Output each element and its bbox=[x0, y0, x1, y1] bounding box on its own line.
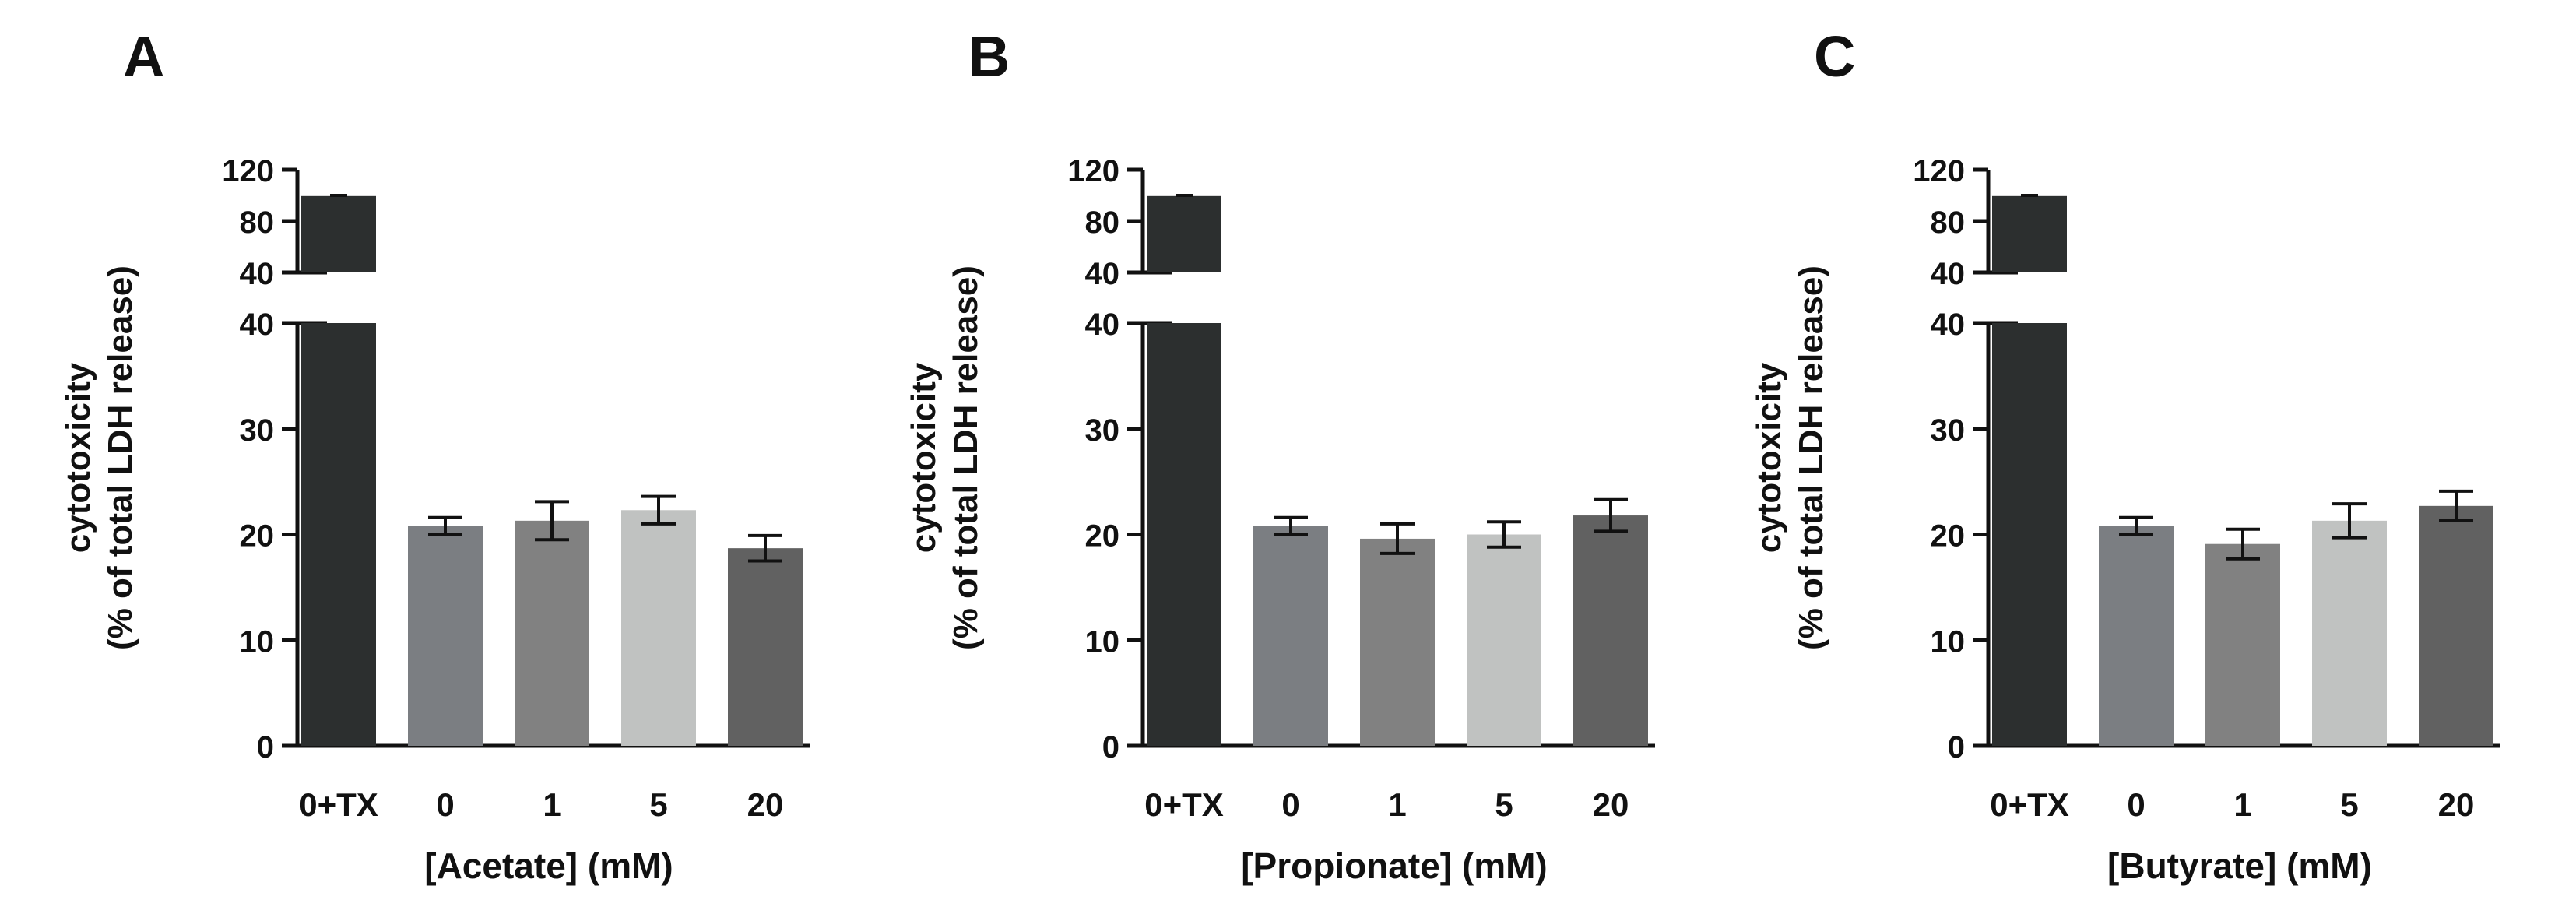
y-tick-label-lower: 30 bbox=[1085, 413, 1120, 448]
bar-1 bbox=[2205, 543, 2280, 746]
bar-0 bbox=[2099, 526, 2174, 746]
y-tick-label-lower: 40 bbox=[1931, 308, 1966, 342]
bar-1 bbox=[1360, 538, 1435, 746]
x-tick-label: 20 bbox=[747, 786, 784, 823]
bar-0+TX-lower-segment bbox=[1992, 323, 2067, 746]
y-tick-label-lower: 30 bbox=[1931, 413, 1966, 448]
y-tick-label-upper: 40 bbox=[1085, 257, 1120, 291]
y-tick-label-lower: 20 bbox=[1931, 519, 1966, 554]
y-axis-title: cytotoxicity (% of total LDH release) bbox=[1750, 265, 1830, 650]
x-tick-label: 0+TX bbox=[1990, 786, 2069, 823]
y-tick-label-lower: 0 bbox=[1102, 730, 1119, 765]
y-tick-label-upper: 80 bbox=[1085, 206, 1120, 240]
x-tick-label: 0 bbox=[2127, 786, 2145, 823]
bar-0+TX-lower-segment bbox=[1147, 323, 1221, 746]
y-tick-label-lower: 30 bbox=[240, 413, 275, 448]
y-tick-label-lower: 10 bbox=[1085, 624, 1120, 659]
y-tick-label-upper: 80 bbox=[1931, 206, 1966, 240]
y-tick-label-upper: 80 bbox=[240, 206, 275, 240]
bar-5 bbox=[2312, 520, 2387, 746]
bar-20 bbox=[728, 548, 803, 746]
y-tick-label-lower: 20 bbox=[240, 519, 275, 554]
bar-20 bbox=[2419, 505, 2493, 746]
y-tick-label-upper: 120 bbox=[1913, 154, 1965, 188]
y-tick-label-upper: 120 bbox=[222, 154, 274, 188]
y-tick-label-lower: 0 bbox=[1948, 730, 1965, 765]
x-tick-label: 5 bbox=[1495, 786, 1513, 823]
x-tick-label: 0+TX bbox=[299, 786, 378, 823]
y-tick-label-lower: 10 bbox=[1931, 624, 1966, 659]
bar-5 bbox=[1467, 534, 1541, 746]
bar-0+TX-upper-segment bbox=[1147, 195, 1221, 272]
bar-0 bbox=[1253, 526, 1328, 746]
bar-0+TX-upper-segment bbox=[301, 195, 376, 272]
y-axis-title: cytotoxicity (% of total LDH release) bbox=[59, 265, 139, 650]
y-axis-title: cytotoxicity (% of total LDH release) bbox=[905, 265, 985, 650]
y-tick-label-lower: 10 bbox=[240, 624, 275, 659]
x-tick-label: 1 bbox=[2233, 786, 2251, 823]
bar-5 bbox=[621, 510, 696, 746]
bar-20 bbox=[1573, 515, 1648, 746]
y-tick-label-lower: 40 bbox=[240, 308, 275, 342]
y-tick-label-upper: 40 bbox=[1931, 257, 1966, 291]
panel-label: C bbox=[1814, 24, 1855, 89]
x-axis-title: [Propionate] (mM) bbox=[1241, 845, 1548, 886]
y-tick-label-upper: 40 bbox=[240, 257, 275, 291]
x-tick-label: 0 bbox=[1281, 786, 1299, 823]
x-tick-label: 5 bbox=[649, 786, 667, 823]
y-tick-label-upper: 120 bbox=[1067, 154, 1119, 188]
bar-1 bbox=[515, 520, 589, 746]
y-tick-label-lower: 40 bbox=[1085, 308, 1120, 342]
x-axis-title: [Butyrate] (mM) bbox=[2107, 845, 2372, 886]
x-tick-label: 1 bbox=[543, 786, 561, 823]
x-tick-label: 1 bbox=[1388, 786, 1406, 823]
y-tick-label-lower: 20 bbox=[1085, 519, 1120, 554]
bar-0+TX-upper-segment bbox=[1992, 195, 2067, 272]
y-tick-label-lower: 0 bbox=[257, 730, 274, 765]
panel-label: A bbox=[123, 24, 164, 89]
panel-label: B bbox=[968, 24, 1010, 89]
x-axis-title: [Acetate] (mM) bbox=[424, 845, 673, 886]
x-tick-label: 20 bbox=[2438, 786, 2475, 823]
bar-0 bbox=[408, 526, 483, 746]
x-tick-label: 0 bbox=[436, 786, 454, 823]
bar-0+TX-lower-segment bbox=[301, 323, 376, 746]
x-tick-label: 0+TX bbox=[1144, 786, 1224, 823]
x-tick-label: 20 bbox=[1593, 786, 1629, 823]
x-tick-label: 5 bbox=[2340, 786, 2358, 823]
